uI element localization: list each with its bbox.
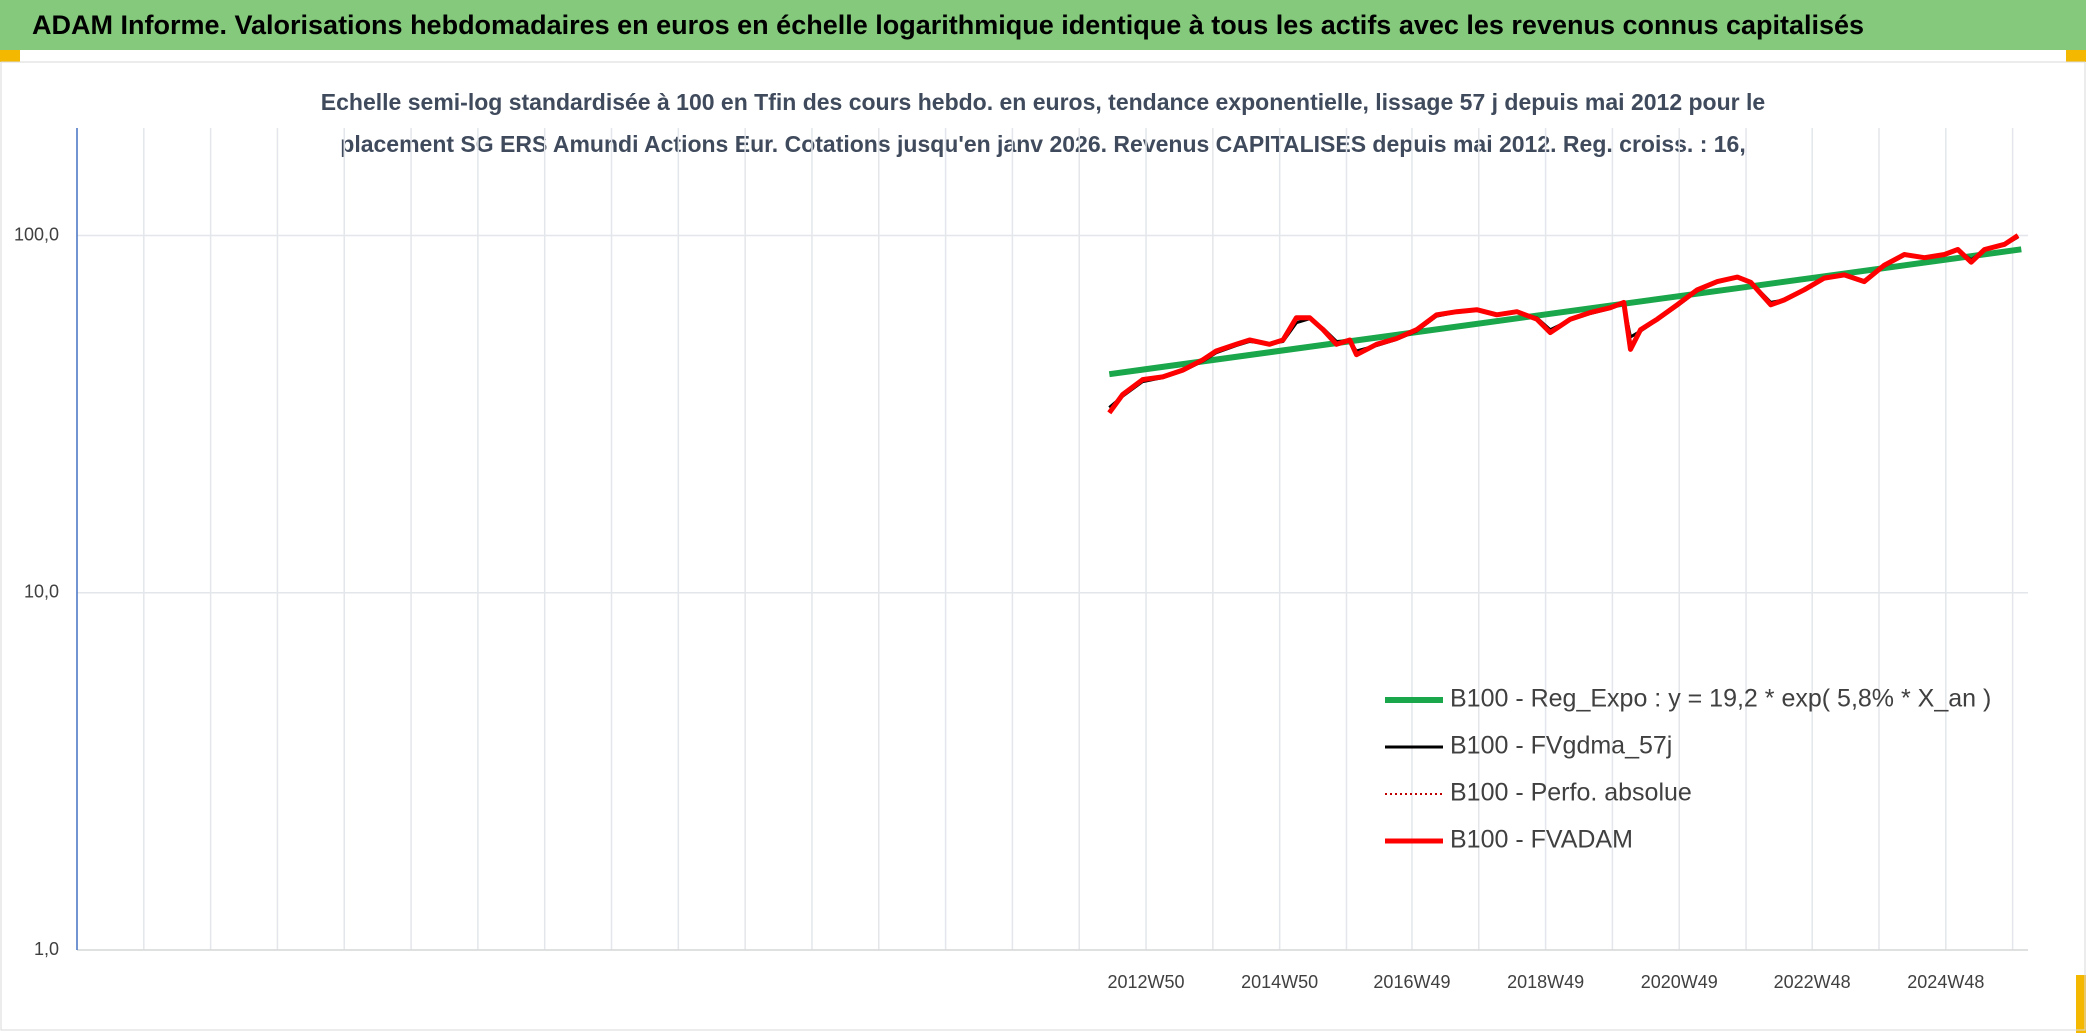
chart-subtitle: Echelle semi-log standardisée à 100 en T… [321,89,1765,115]
legend-label: B100 - FVgdma_57j [1450,732,1672,760]
series-line [1107,233,2020,415]
header-band [0,0,2086,50]
x-tick-label: 2024W48 [1907,972,1984,992]
y-tick-label: 100,0 [14,224,59,244]
legend-label: B100 - Reg_Expo : y = 19,2 * exp( 5,8% *… [1450,685,1991,713]
legend-label: B100 - Perfo. absolue [1450,779,1692,807]
y-tick-label: 10,0 [24,582,59,602]
chart-subtitle: placement SG ERS Amundi Actions Eur. Cot… [340,131,1745,157]
x-tick-label: 2016W49 [1373,972,1450,992]
header-title: ADAM Informe. Valorisations hebdomadaire… [32,10,1864,40]
x-tick-label: 2012W50 [1108,972,1185,992]
x-tick-label: 2014W50 [1241,972,1318,992]
y-tick-label: 1,0 [34,939,59,959]
legend-label: B100 - FVADAM [1450,826,1633,854]
corner [2066,50,2086,62]
chart-frame [0,61,2086,1031]
x-tick-label: 2020W49 [1641,972,1718,992]
x-tick-label: 2018W49 [1507,972,1584,992]
x-tick-label: 2022W48 [1774,972,1851,992]
series-line [1108,246,2022,378]
corner [2076,975,2086,1033]
corner [0,50,20,62]
